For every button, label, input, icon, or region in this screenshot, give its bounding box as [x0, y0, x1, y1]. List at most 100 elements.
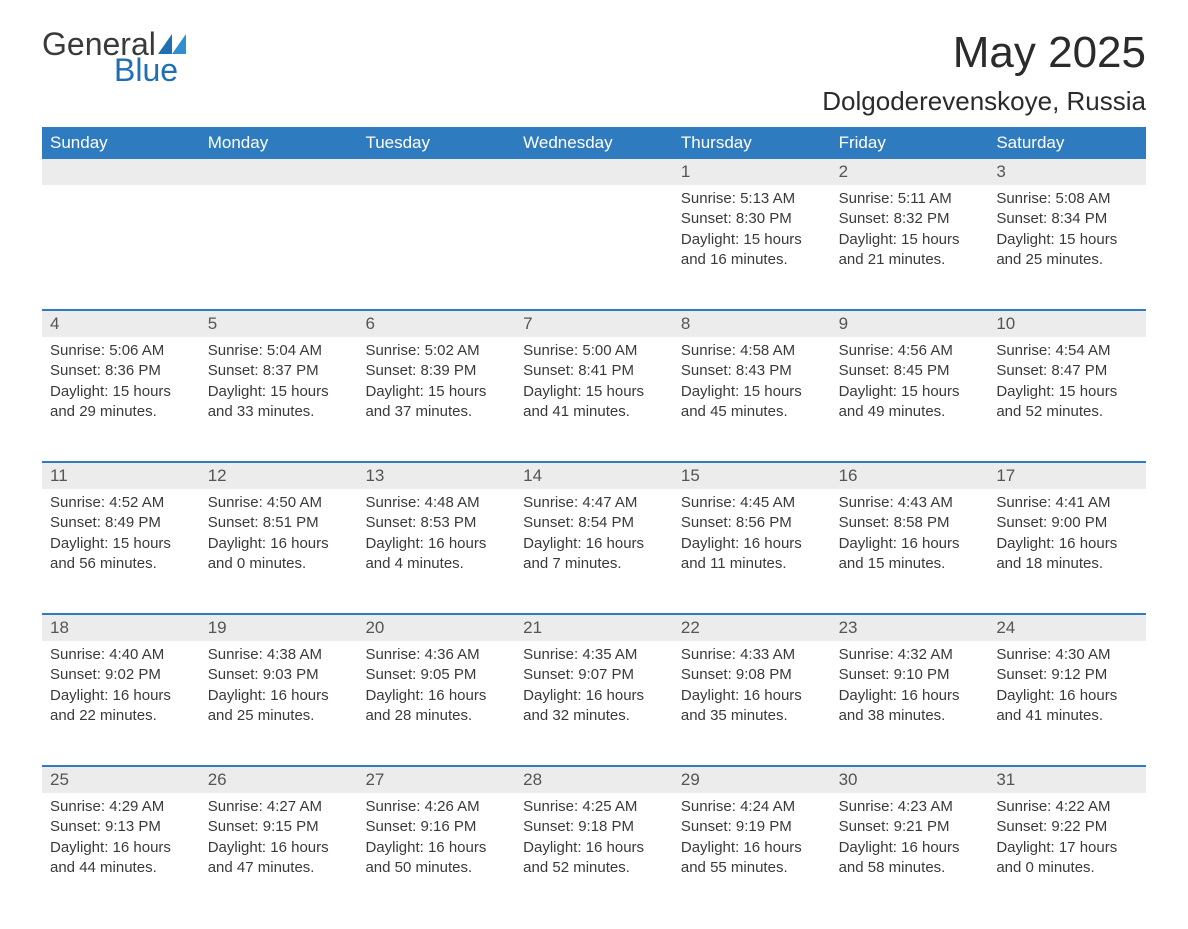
calendar-cell: Sunrise: 4:35 AMSunset: 9:07 PMDaylight:…: [515, 641, 673, 749]
daylight-line: Daylight: 15 hours and 25 minutes.: [996, 230, 1138, 271]
calendar-cell: Sunrise: 5:00 AMSunset: 8:41 PMDaylight:…: [515, 337, 673, 445]
daylight-line: Daylight: 16 hours and 50 minutes.: [365, 838, 507, 879]
daylight-line: Daylight: 15 hours and 56 minutes.: [50, 534, 192, 575]
sunrise-line: Sunrise: 4:48 AM: [365, 493, 507, 513]
day-number: 12: [200, 463, 358, 489]
sunrise-line: Sunrise: 4:30 AM: [996, 645, 1138, 665]
calendar-cell: Sunrise: 4:47 AMSunset: 8:54 PMDaylight:…: [515, 489, 673, 597]
calendar-cell: [515, 185, 673, 293]
brand-word2: Blue: [114, 54, 186, 86]
daylight-line: Daylight: 15 hours and 45 minutes.: [681, 382, 823, 423]
weekday-header: Monday: [200, 127, 358, 159]
day-number: 9: [831, 311, 989, 337]
cell-body: [42, 185, 200, 197]
title-block: May 2025 Dolgoderevenskoye, Russia: [822, 28, 1146, 117]
day-number: 6: [357, 311, 515, 337]
weekday-header: Wednesday: [515, 127, 673, 159]
day-number: 11: [42, 463, 200, 489]
daynum-row: 11121314151617: [42, 461, 1146, 489]
day-number: 3: [988, 159, 1146, 185]
daynum-row: 25262728293031: [42, 765, 1146, 793]
cell-body: Sunrise: 5:11 AMSunset: 8:32 PMDaylight:…: [831, 185, 989, 278]
cell-body: Sunrise: 4:38 AMSunset: 9:03 PMDaylight:…: [200, 641, 358, 734]
sunrise-line: Sunrise: 4:45 AM: [681, 493, 823, 513]
sunrise-line: Sunrise: 4:36 AM: [365, 645, 507, 665]
daylight-line: Daylight: 17 hours and 0 minutes.: [996, 838, 1138, 879]
day-number: 22: [673, 615, 831, 641]
sunrise-line: Sunrise: 4:23 AM: [839, 797, 981, 817]
daylight-line: Daylight: 15 hours and 41 minutes.: [523, 382, 665, 423]
calendar-cell: [42, 185, 200, 293]
calendar-cell: Sunrise: 5:11 AMSunset: 8:32 PMDaylight:…: [831, 185, 989, 293]
sunset-line: Sunset: 8:37 PM: [208, 361, 350, 381]
daylight-line: Daylight: 15 hours and 37 minutes.: [365, 382, 507, 423]
sunset-line: Sunset: 8:58 PM: [839, 513, 981, 533]
daylight-line: Daylight: 15 hours and 33 minutes.: [208, 382, 350, 423]
week-row: Sunrise: 5:06 AMSunset: 8:36 PMDaylight:…: [42, 337, 1146, 445]
sunset-line: Sunset: 9:12 PM: [996, 665, 1138, 685]
sunrise-line: Sunrise: 4:38 AM: [208, 645, 350, 665]
sunrise-line: Sunrise: 4:47 AM: [523, 493, 665, 513]
sunrise-line: Sunrise: 5:13 AM: [681, 189, 823, 209]
sunset-line: Sunset: 8:45 PM: [839, 361, 981, 381]
calendar-cell: Sunrise: 4:24 AMSunset: 9:19 PMDaylight:…: [673, 793, 831, 901]
calendar-cell: Sunrise: 4:33 AMSunset: 9:08 PMDaylight:…: [673, 641, 831, 749]
sunset-line: Sunset: 8:54 PM: [523, 513, 665, 533]
day-number: 1: [673, 159, 831, 185]
calendar-cell: Sunrise: 4:25 AMSunset: 9:18 PMDaylight:…: [515, 793, 673, 901]
calendar-cell: Sunrise: 4:48 AMSunset: 8:53 PMDaylight:…: [357, 489, 515, 597]
cell-body: Sunrise: 4:50 AMSunset: 8:51 PMDaylight:…: [200, 489, 358, 582]
sunrise-line: Sunrise: 4:25 AM: [523, 797, 665, 817]
sunrise-line: Sunrise: 5:11 AM: [839, 189, 981, 209]
daylight-line: Daylight: 16 hours and 4 minutes.: [365, 534, 507, 575]
weeks-container: 12 3 Sunrise: 5:13 AMSunset: 8:30 PM Daylig…: [42, 159, 1146, 901]
cell-body: Sunrise: 4:36 AMSunset: 9:05 PMDaylight:…: [357, 641, 515, 734]
sunset-line: Sunset: 9:16 PM: [365, 817, 507, 837]
sunset-line: Sunset: 8:41 PM: [523, 361, 665, 381]
sunrise-line: Sunrise: 4:22 AM: [996, 797, 1138, 817]
day-number: 17: [988, 463, 1146, 489]
day-number: 10: [988, 311, 1146, 337]
cell-body: Sunrise: 4:41 AMSunset: 9:00 PMDaylight:…: [988, 489, 1146, 582]
daylight-line: Daylight: 16 hours and 18 minutes.: [996, 534, 1138, 575]
sunrise-line: Sunrise: 4:56 AM: [839, 341, 981, 361]
calendar-cell: [357, 185, 515, 293]
calendar-cell: Sunrise: 4:43 AMSunset: 8:58 PMDaylight:…: [831, 489, 989, 597]
calendar-cell: Sunrise: 4:26 AMSunset: 9:16 PMDaylight:…: [357, 793, 515, 901]
daylight-line: Daylight: 16 hours and 52 minutes.: [523, 838, 665, 879]
day-number: 20: [357, 615, 515, 641]
daylight-line: Daylight: 16 hours and 44 minutes.: [50, 838, 192, 879]
calendar-cell: Sunrise: 5:08 AMSunset: 8:34 PMDaylight:…: [988, 185, 1146, 293]
sunrise-line: Sunrise: 4:27 AM: [208, 797, 350, 817]
sunset-line: Sunset: 8:53 PM: [365, 513, 507, 533]
daylight-line: Daylight: 16 hours and 58 minutes.: [839, 838, 981, 879]
weekday-header: Friday: [831, 127, 989, 159]
day-number: 14: [515, 463, 673, 489]
day-number: 15: [673, 463, 831, 489]
cell-body: Sunrise: 4:27 AMSunset: 9:15 PMDaylight:…: [200, 793, 358, 886]
sunrise-line: Sunrise: 4:26 AM: [365, 797, 507, 817]
cell-body: Sunrise: 4:25 AMSunset: 9:18 PMDaylight:…: [515, 793, 673, 886]
calendar-cell: Sunrise: 4:52 AMSunset: 8:49 PMDaylight:…: [42, 489, 200, 597]
daylight-line: Daylight: 16 hours and 25 minutes.: [208, 686, 350, 727]
sunrise-line: Sunrise: 4:33 AM: [681, 645, 823, 665]
sunset-line: Sunset: 9:18 PM: [523, 817, 665, 837]
daylight-line: Daylight: 16 hours and 41 minutes.: [996, 686, 1138, 727]
sunset-line: Sunset: 8:30 PM: [681, 209, 823, 229]
sunrise-line: Sunrise: 5:02 AM: [365, 341, 507, 361]
sunset-line: Sunset: 8:49 PM: [50, 513, 192, 533]
cell-body: Sunrise: 5:00 AMSunset: 8:41 PMDaylight:…: [515, 337, 673, 430]
brand-logo: General Blue: [42, 28, 186, 86]
sunrise-line: Sunrise: 5:04 AM: [208, 341, 350, 361]
calendar-cell: Sunrise: 4:41 AMSunset: 9:00 PMDaylight:…: [988, 489, 1146, 597]
day-number: [357, 159, 515, 185]
sunset-line: Sunset: 8:51 PM: [208, 513, 350, 533]
day-number: [515, 159, 673, 185]
sunset-line: Sunset: 8:32 PM: [839, 209, 981, 229]
cell-body: Sunrise: 4:58 AMSunset: 8:43 PMDaylight:…: [673, 337, 831, 430]
sunset-line: Sunset: 8:34 PM: [996, 209, 1138, 229]
daylight-line: Daylight: 16 hours and 7 minutes.: [523, 534, 665, 575]
sunset-line: Sunset: 8:39 PM: [365, 361, 507, 381]
calendar-cell: Sunrise: 4:36 AMSunset: 9:05 PMDaylight:…: [357, 641, 515, 749]
day-number: 13: [357, 463, 515, 489]
